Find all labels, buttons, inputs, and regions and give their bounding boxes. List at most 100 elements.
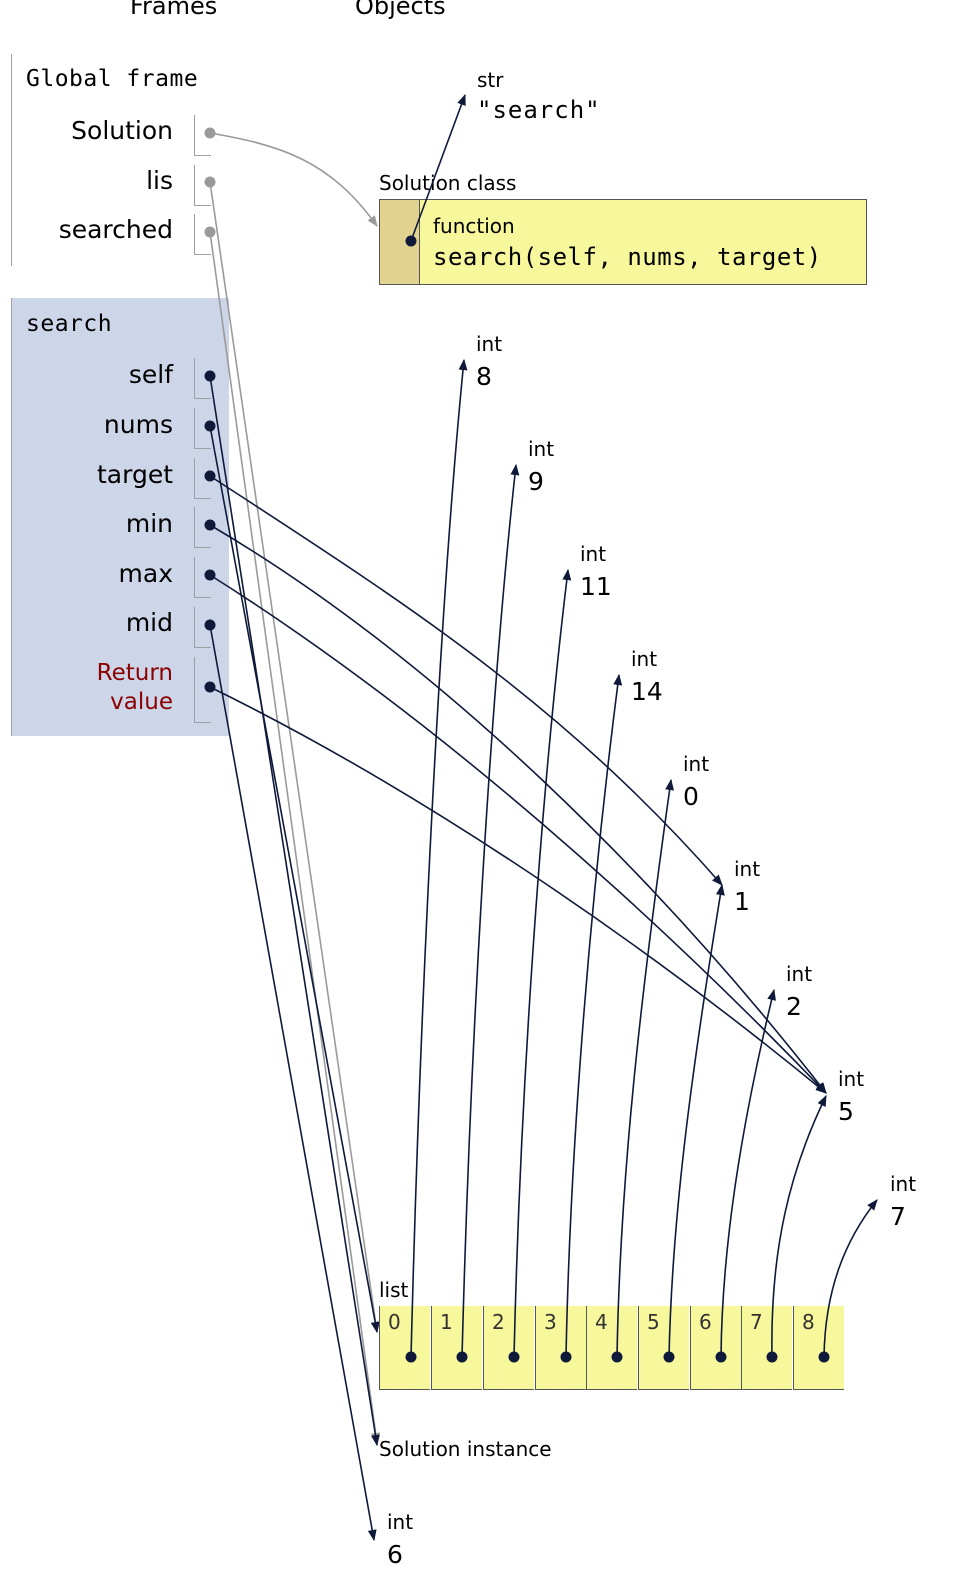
dot-lis [204,176,216,188]
dot-list-1 [456,1351,468,1363]
str-type: str [477,68,504,92]
arrow-self [209,375,380,1447]
arrow-list-5 [668,883,725,1358]
arrow-list-0 [410,358,468,1358]
dot-nums [204,420,216,432]
int-11-value: 11 [580,572,612,601]
int-1-value: 1 [734,887,750,916]
dot-list-7 [766,1351,778,1363]
global-frame-title: Global frame [26,66,199,92]
var-self: self [128,360,173,389]
arrow-min [209,524,827,1094]
return-label-line1: Return [96,660,173,686]
objects-header: Objects [355,0,446,20]
dot-list-4 [611,1351,623,1363]
return-label-line2: value [110,689,173,715]
slot-lis [194,165,211,206]
function-type: function [433,214,515,238]
arrow-func-name [410,93,466,242]
arrow-max [209,574,827,1094]
dot-list-5 [663,1351,675,1363]
dot-list-8 [818,1351,830,1363]
var-nums: nums [103,410,173,439]
slot-searched [194,214,211,255]
frames-header: Frames [130,0,218,20]
dot-return [204,681,216,693]
int-0-type: int [683,752,710,776]
return-value-label: Return value [3,659,173,717]
dot-target [204,470,216,482]
list-index-3: 3 [544,1310,557,1334]
int-9-value: 9 [528,467,544,496]
class-label: Solution class [379,171,517,195]
list-cell-1: 1 [431,1306,482,1390]
list-cell-6: 6 [690,1306,741,1390]
list-cell-3: 3 [535,1306,586,1390]
int-0-value: 0 [683,782,699,811]
var-max: max [118,559,173,588]
search-frame [11,298,229,736]
var-lis: lis [146,166,173,195]
list-index-8: 8 [802,1310,815,1334]
dot-func [405,235,417,247]
arrow-searched [209,231,381,1445]
int-6-type: int [387,1510,414,1534]
function-signature: search(self, nums, target) [433,243,822,271]
arrow-mid [209,624,377,1542]
list-index-5: 5 [647,1310,660,1334]
int-6-value: 6 [387,1540,403,1569]
dot-mid [204,619,216,631]
dot-list-6 [715,1351,727,1363]
slot-min [194,507,211,548]
list-cell-5: 5 [638,1306,689,1390]
int-8-type: int [476,332,503,356]
int-14-value: 14 [631,677,663,706]
list-cell-0: 0 [379,1306,430,1390]
var-target: target [96,460,173,489]
arrow-return [209,686,827,1094]
list-index-7: 7 [750,1310,763,1334]
arrow-list-2 [513,568,572,1358]
int-14-type: int [631,647,658,671]
arrow-list-7 [771,1094,827,1358]
dot-list-3 [560,1351,572,1363]
arrow-list-6 [720,988,776,1358]
arrow-target [209,475,723,886]
arrow-nums [209,425,380,1334]
arrow-lis [209,181,380,1334]
dot-solution [204,127,216,139]
int-1-type: int [734,857,761,881]
list-cell-4: 4 [586,1306,637,1390]
slot-return-value [194,657,211,723]
int-5-type: int [838,1067,865,1091]
str-value: "search" [477,96,601,124]
list-label: list [379,1278,409,1302]
var-searched: searched [58,215,173,244]
list-cell-8: 8 [793,1306,844,1390]
dot-list-2 [508,1351,520,1363]
slot-nums [194,408,211,449]
dot-max [204,569,216,581]
class-box [379,199,867,285]
slot-max [194,557,211,598]
dot-searched [204,226,216,238]
arrow-list-1 [461,463,520,1358]
int-8-value: 8 [476,362,492,391]
list-cell-2: 2 [483,1306,534,1390]
var-min: min [125,509,173,538]
search-frame-title: search [26,311,113,337]
slot-mid [194,607,211,648]
list-cell-7: 7 [741,1306,792,1390]
arrow-list-4 [616,778,675,1358]
var-mid: mid [125,608,173,637]
int-2-type: int [786,962,813,986]
int-9-type: int [528,437,555,461]
arrow-list-8 [823,1199,878,1358]
list-index-4: 4 [595,1310,608,1334]
slot-solution [194,115,211,156]
global-frame [11,54,230,266]
int-7-value: 7 [890,1202,906,1231]
arrow-list-3 [565,673,623,1358]
slot-target [194,458,211,499]
